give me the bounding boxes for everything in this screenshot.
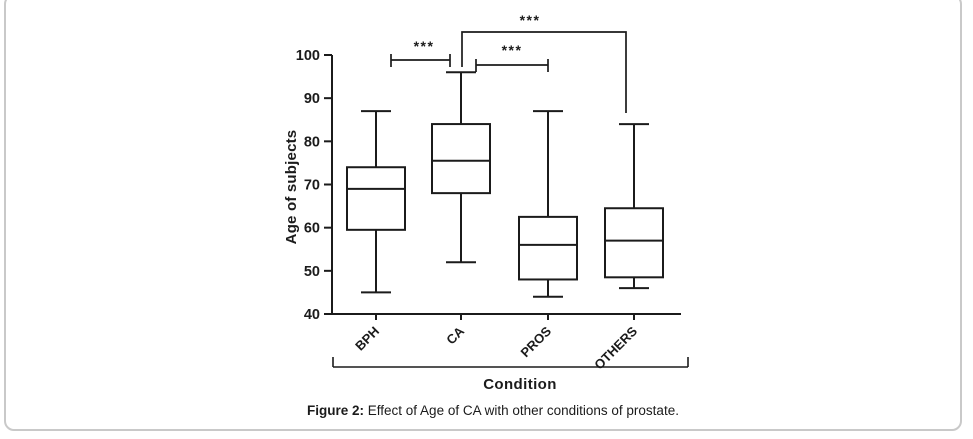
y-tick-label: 80 [304, 134, 320, 150]
y-tick-label: 60 [304, 221, 320, 237]
y-tick-label: 40 [304, 307, 320, 323]
figure-caption-text: Effect of Age of CA with other condition… [364, 403, 679, 418]
y-tick-label: 100 [296, 48, 320, 64]
iqr-box [518, 215, 578, 281]
y-axis-title: Age of subjects [283, 129, 300, 245]
significance-stars: *** [502, 42, 523, 58]
figure-caption-label: Figure 2: [307, 403, 365, 418]
category-label-BPH: BPH [352, 324, 382, 354]
box-CA [431, 71, 491, 264]
y-tick-label: 90 [304, 91, 320, 107]
significance-stars: *** [414, 38, 435, 54]
iqr-box [346, 166, 406, 231]
significance-stars: *** [520, 12, 541, 28]
figure-card [4, 0, 962, 431]
category-label-CA: CA [443, 323, 467, 347]
condition-axis-bracket [332, 357, 689, 368]
significance-BPH-vs-CA: *** [390, 38, 451, 67]
box-PROS [518, 110, 578, 298]
significance-bracket-path [461, 31, 627, 113]
x-axis-title: Condition [483, 376, 557, 393]
box-OTHERS [604, 123, 664, 290]
category-label-PROS: PROS [517, 323, 554, 360]
y-tick-label: 50 [304, 264, 320, 280]
significance-CA-vs-OTHERS: *** [461, 12, 627, 113]
category-label-OTHERS: OTHERS [591, 323, 640, 372]
y-tick-label: 70 [304, 178, 320, 194]
iqr-box [431, 123, 491, 195]
box-BPH [346, 110, 406, 294]
iqr-box [604, 207, 664, 279]
significance-CA-vs-PROS: *** [475, 42, 549, 72]
figure-caption: Figure 2: Effect of Age of CA with other… [307, 403, 679, 418]
